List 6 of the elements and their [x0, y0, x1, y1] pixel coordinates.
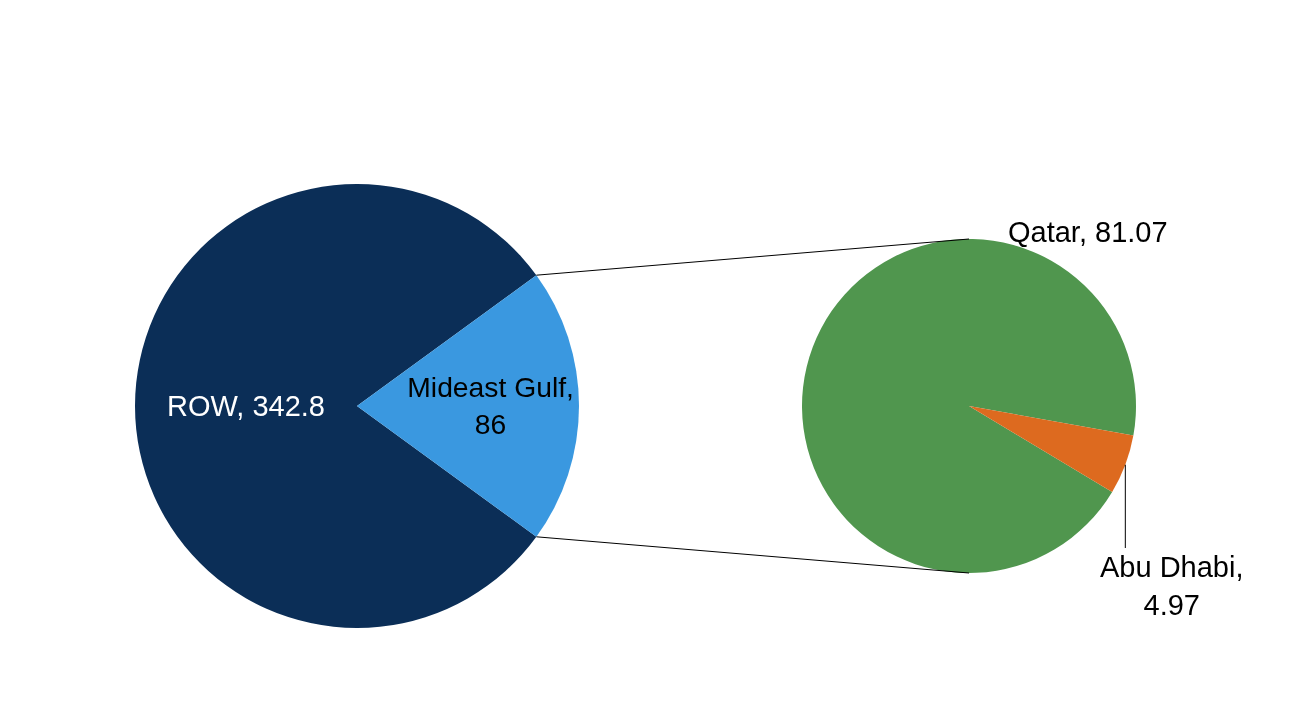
slice-label: Mideast Gulf, 86	[407, 371, 574, 441]
slice-label: ROW, 342.8	[167, 390, 325, 422]
pie-slice	[357, 275, 579, 537]
pie-slice	[969, 406, 1134, 493]
slice-label: Qatar, 81.07	[1008, 216, 1168, 248]
slice-label: Abu Dhabi, 4.97	[1100, 551, 1244, 621]
